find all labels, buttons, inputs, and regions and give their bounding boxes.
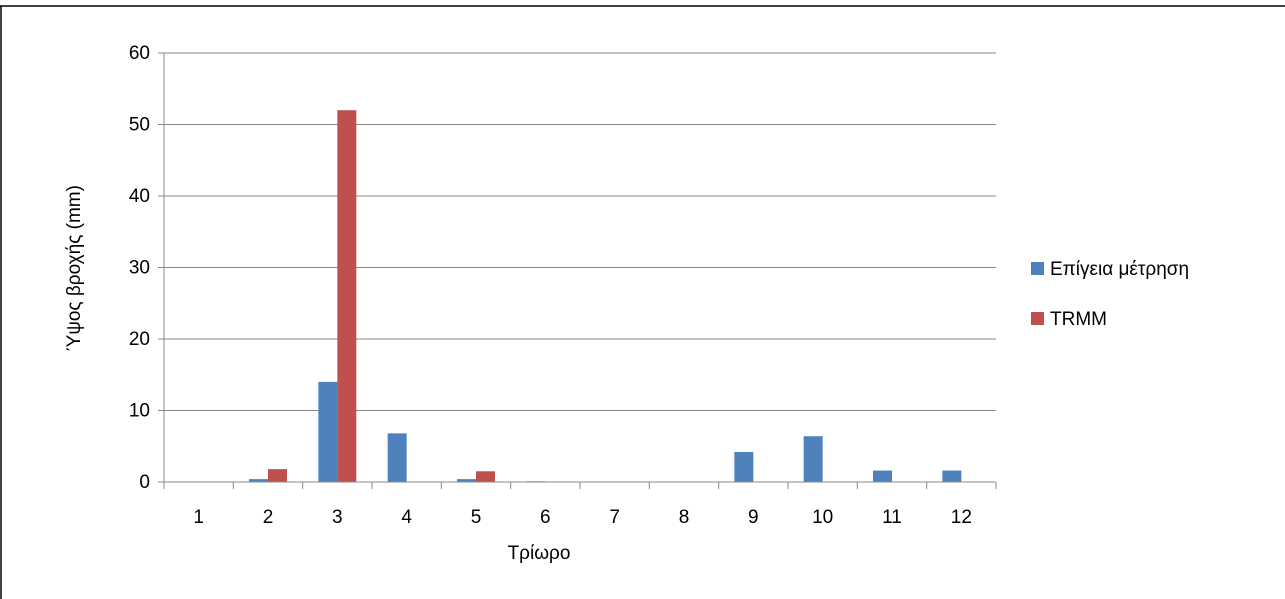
- bar-ground: [803, 436, 823, 482]
- y-axis-ticks: 0 10 20 30 40 50 60: [129, 43, 165, 493]
- x-tick-label: 8: [679, 507, 690, 528]
- bar-trmm: [476, 471, 495, 482]
- bar-ground: [387, 433, 407, 482]
- bar-ground: [873, 470, 892, 482]
- bar-ground: [457, 479, 476, 482]
- legend-label: Επίγεια μέτρηση: [1050, 259, 1189, 280]
- y-axis-label: Ύψος βροχής (mm): [64, 185, 85, 351]
- legend: Επίγεια μέτρηση TRMM: [1031, 259, 1189, 330]
- legend-swatch: [1031, 262, 1044, 275]
- x-tick-label: 3: [332, 507, 343, 528]
- y-tick-label: 0: [139, 472, 150, 493]
- x-tick-label: 7: [609, 507, 620, 528]
- x-tick-label: 10: [812, 507, 833, 528]
- y-tick-label: 20: [129, 329, 150, 350]
- y-tick-label: 50: [129, 115, 150, 136]
- y-tick-label: 60: [129, 43, 150, 64]
- bar-ground: [942, 470, 962, 482]
- bar-ground: [249, 479, 268, 482]
- bar-ground: [318, 381, 338, 482]
- x-tick-label: 9: [748, 507, 759, 528]
- x-tick-label: 4: [401, 507, 412, 528]
- bar-trmm: [337, 110, 357, 482]
- gridlines: [164, 52, 996, 411]
- x-tick-label: 2: [263, 507, 274, 528]
- bar-ground: [734, 451, 754, 482]
- y-tick-label: 10: [129, 401, 150, 422]
- bar-trmm: [268, 469, 287, 482]
- legend-label: TRMM: [1050, 309, 1107, 330]
- x-tick-label: 6: [540, 507, 551, 528]
- chart-border: [0, 5, 1285, 599]
- x-tick-label: 11: [882, 507, 902, 528]
- x-tick-label: 12: [951, 507, 972, 528]
- y-tick-label: 30: [129, 258, 150, 279]
- x-axis-label: Τρίωρο: [508, 543, 571, 564]
- x-axis-ticks: 1 2 3 4 5 6 7 8 9 10 11 12: [163, 482, 997, 528]
- y-tick-label: 40: [129, 186, 150, 207]
- x-tick-label: 5: [471, 507, 482, 528]
- x-tick-label: 1: [193, 507, 204, 528]
- legend-swatch: [1031, 312, 1044, 325]
- bars: [249, 110, 962, 482]
